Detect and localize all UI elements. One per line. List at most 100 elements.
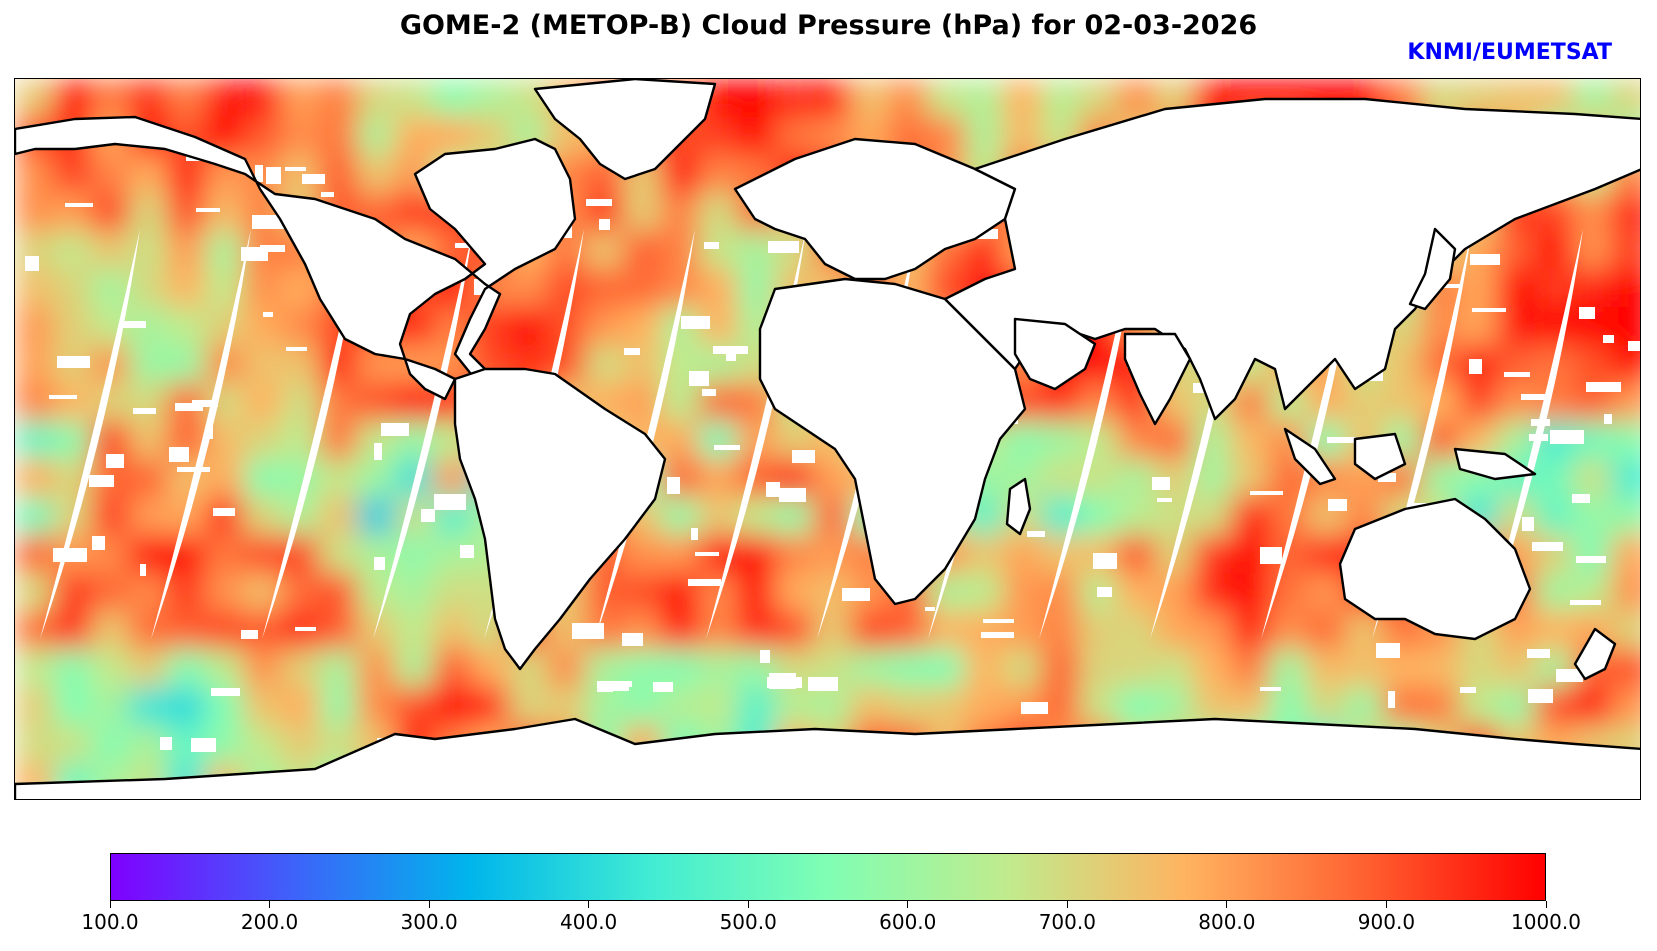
missing-data-patch <box>106 454 124 468</box>
colorbar-tick-label: 600.0 <box>879 910 937 934</box>
missing-data-patch <box>1469 359 1482 374</box>
missing-data-patch <box>622 633 643 646</box>
missing-data-patch <box>255 178 263 182</box>
missing-data-patch <box>421 509 435 522</box>
missing-data-patch <box>1093 553 1117 569</box>
missing-data-patch <box>381 423 409 436</box>
missing-data-patch <box>207 424 213 439</box>
borneo-outline <box>1353 432 1407 481</box>
missing-data-patch <box>374 557 385 570</box>
missing-data-patch <box>983 619 1014 623</box>
colorbar-tick <box>1226 901 1228 908</box>
missing-data-patch <box>263 312 273 317</box>
north-america-outline <box>15 115 577 401</box>
missing-data-patch <box>140 564 146 576</box>
colorbar-tick-label: 400.0 <box>560 910 618 934</box>
missing-data-patch <box>65 203 93 207</box>
missing-data-patch <box>688 579 721 586</box>
credit-label: KNMI/EUMETSAT <box>1407 40 1612 65</box>
missing-data-patch <box>704 242 719 249</box>
colorbar-tick <box>428 901 430 908</box>
missing-data-patch <box>191 738 216 752</box>
colorbar-tick <box>109 901 111 908</box>
missing-data-patch <box>1527 649 1550 658</box>
missing-data-patch <box>460 545 474 558</box>
missing-data-patch <box>1572 494 1590 503</box>
missing-data-patch <box>123 321 146 328</box>
missing-data-patch <box>597 681 613 692</box>
missing-data-patch <box>653 682 673 692</box>
missing-data-patch <box>92 536 105 550</box>
missing-data-patch <box>434 494 466 510</box>
coastlines <box>15 79 1640 799</box>
missing-data-patch <box>1521 394 1546 400</box>
missing-data-patch <box>286 347 307 351</box>
missing-data-patch <box>241 247 268 261</box>
arabia-outline <box>1013 317 1097 391</box>
australia-outline <box>1338 497 1532 641</box>
missing-data-patch <box>175 403 203 411</box>
missing-data-patch <box>768 241 799 253</box>
missing-data-patch <box>1586 382 1621 392</box>
missing-data-patch <box>1378 473 1396 482</box>
chart-title: GOME-2 (METOP-B) Cloud Pressure (hPa) fo… <box>399 10 1258 41</box>
missing-data-patch <box>133 408 156 414</box>
colorbar-tick <box>588 901 590 908</box>
japan-outline <box>1408 227 1457 311</box>
south-america-outline <box>453 367 667 671</box>
missing-data-patch <box>1260 687 1281 691</box>
missing-data-patch <box>196 208 220 212</box>
colorbar-tick-label: 200.0 <box>240 910 299 934</box>
missing-data-patch <box>1556 669 1583 682</box>
missing-data-patch <box>211 688 240 696</box>
cloud-pressure-map <box>15 79 1640 799</box>
missing-data-patch <box>1529 434 1548 441</box>
missing-data-patch <box>1472 308 1506 312</box>
missing-data-patch <box>713 346 748 354</box>
missing-data-patch <box>702 389 716 396</box>
missing-data-patch <box>1604 414 1612 424</box>
missing-data-patch <box>1376 643 1400 658</box>
missing-data-patch <box>192 400 218 407</box>
missing-data-patch <box>1532 542 1563 551</box>
missing-data-patch <box>1531 419 1550 426</box>
missing-data-patch <box>1027 531 1045 537</box>
map-panel <box>14 78 1641 800</box>
missing-data-patch <box>1522 517 1534 531</box>
sumatra-outline <box>1283 427 1337 486</box>
missing-data-patch <box>1097 587 1112 597</box>
missing-data-patch <box>177 467 210 472</box>
new-guinea-outline <box>1453 447 1537 481</box>
missing-data-patch <box>285 167 306 171</box>
missing-data-patch <box>1152 477 1170 490</box>
missing-data-patch <box>1603 335 1614 343</box>
missing-data-patch <box>609 685 629 691</box>
missing-data-patch <box>374 443 382 460</box>
missing-data-patch <box>1388 691 1395 708</box>
missing-data-patch <box>25 256 39 271</box>
missing-data-patch <box>925 607 935 611</box>
missing-data-patch <box>1250 491 1283 495</box>
missing-data-patch <box>260 245 285 252</box>
missing-data-patch <box>766 482 780 497</box>
missing-data-patch <box>1157 498 1172 502</box>
missing-data-patch <box>241 630 258 639</box>
missing-data-patch <box>1579 307 1595 319</box>
colorbar-tick <box>269 901 271 908</box>
missing-data-patch <box>599 219 610 230</box>
missing-data-patch <box>792 450 815 463</box>
colorbar-tick-label: 800.0 <box>1198 910 1256 934</box>
missing-data-patch <box>169 447 189 462</box>
missing-data-patch <box>1470 254 1500 265</box>
missing-data-patch <box>586 199 612 206</box>
missing-data-patch <box>842 588 870 601</box>
missing-data-patch <box>1021 702 1048 714</box>
missing-data-patch <box>302 174 325 184</box>
missing-data-patch <box>1550 430 1584 444</box>
madagascar-outline <box>1005 477 1032 536</box>
missing-data-patch <box>252 215 285 229</box>
missing-data-patch <box>667 477 680 494</box>
missing-data-patch <box>295 627 316 631</box>
missing-data-patch <box>981 632 1014 638</box>
missing-data-patch <box>321 192 334 197</box>
